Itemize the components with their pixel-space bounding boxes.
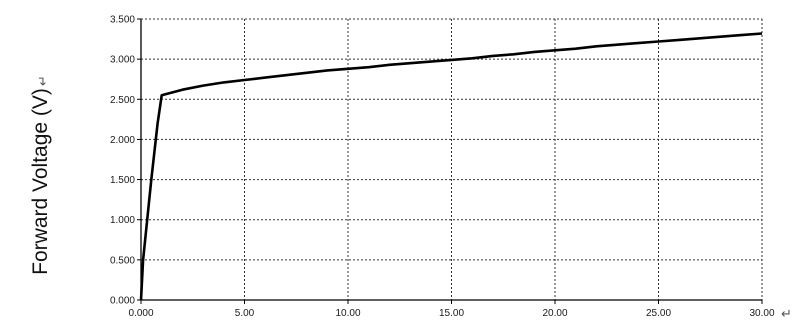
y-axis-label-text: Forward Voltage (V) — [29, 88, 52, 275]
grid-lines — [137, 18, 763, 304]
x-tick-label: 10.00 — [335, 308, 360, 319]
x-tick-label: 5.00 — [235, 308, 255, 319]
x-tick-label: 15.00 — [439, 308, 464, 319]
x-tick-label: 25.00 — [646, 308, 671, 319]
series-layer — [139, 32, 763, 301]
y-tick-label: 2.500 — [110, 95, 135, 106]
axes — [140, 19, 762, 301]
x-tick-label: 0.000 — [128, 308, 153, 319]
y-axis-label-mark: ↵ — [36, 75, 51, 86]
y-tick-label: 1.500 — [110, 175, 135, 186]
x-tick-labels: 0.000 5.00 10.00 15.00 20.00 25.00 30.00 — [128, 308, 774, 319]
x-tick-label: 30.00 — [749, 308, 774, 319]
y-tick-label: 0.500 — [110, 255, 135, 266]
y-tick-label: 3.500 — [110, 15, 135, 26]
series-line — [139, 32, 763, 301]
y-axis-label: Forward Voltage (V) ↵ — [29, 75, 52, 275]
y-tick-label: 0.000 — [110, 296, 135, 307]
y-tick-label: 1.000 — [110, 215, 135, 226]
y-tick-label: 3.000 — [110, 55, 135, 66]
y-tick-label: 2.000 — [110, 135, 135, 146]
x-tick-label: 20.00 — [542, 308, 567, 319]
y-tick-labels: 0.000 0.500 1.000 1.500 2.000 2.500 3.000 3.500 — [110, 15, 135, 307]
x-axis-end-mark: ↵ — [781, 307, 792, 322]
